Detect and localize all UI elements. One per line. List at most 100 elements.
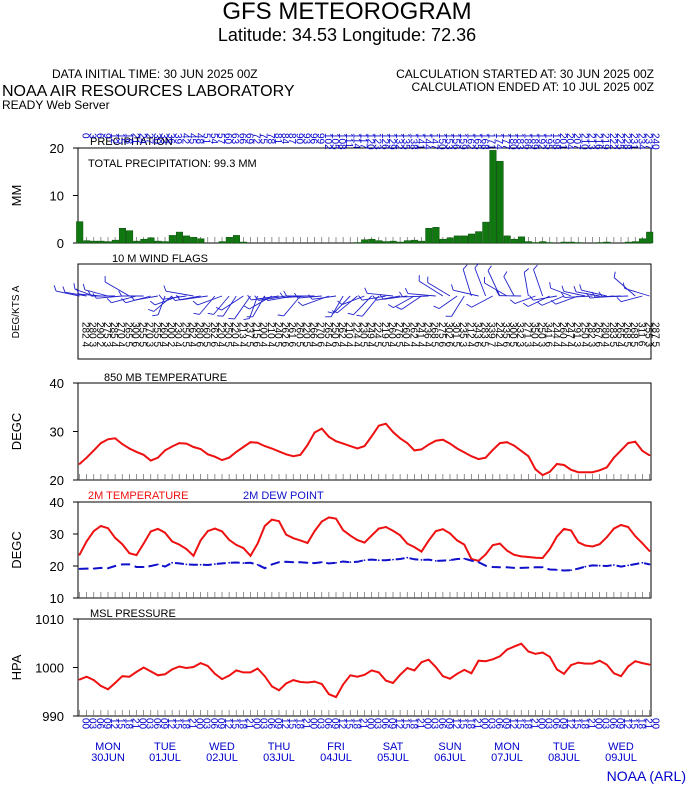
wind-value-label: 260 5 [293,322,304,347]
hour-label: 06 [151,718,162,730]
mslp-line-point [620,675,622,678]
mslp-line-point [114,682,117,684]
lab-name: NOAA AIR RESOURCES LABORATORY [2,83,295,100]
wind-value-label: 230 5 [357,322,368,347]
hour-label: 09 [101,718,112,730]
wind-barb [283,290,288,297]
wind-barb [192,300,198,306]
day-date-label: 09JUL [605,752,637,764]
forecast-hour-label: 216 [593,133,604,150]
precip-bar [567,241,575,244]
hour-label: 09 [614,718,625,730]
wind-value-label: 341 6 [543,322,554,347]
t2m-line-point [491,544,494,547]
wind-flag [401,295,422,310]
wind-barb [379,294,384,300]
dewpoint-line-point [420,559,423,561]
t2m-line-point [377,527,380,530]
dewpoint-legend: 2M DEW POINT [243,490,324,502]
t2m-line-point [114,536,117,539]
t2m-line-point [413,546,416,549]
wind-flag [258,295,287,301]
forecast-hour-label: 240 [650,133,661,150]
wind-value-label: 267 6 [593,322,604,347]
wind-value-label: 282 4 [80,322,91,347]
hour-label: 09 [272,718,283,730]
forecast-hour-label: 111 [343,133,354,149]
dewpoint-line-point [270,563,273,566]
t2m-line-point [306,542,309,544]
wind-barb [175,294,181,301]
t850-line-point [634,440,637,443]
hour-label: 09 [386,718,397,730]
wind-flag [621,295,643,303]
chart-subtitle: Latitude: 34.53 Longitude: 72.36 [217,25,477,45]
forecast-hour-label: 129 [386,133,397,150]
wind-flag [337,295,358,314]
wind-flag [541,295,565,306]
dewpoint-line-point [598,564,601,567]
t850-line-point [228,456,231,459]
t850-line-point [192,446,195,448]
wind-barb [598,291,603,298]
precip-bar [624,241,632,244]
t2m-line-point [320,520,323,523]
t2m-line-point [399,534,402,537]
wind-barb [152,314,159,317]
wind-flag [162,295,187,300]
mslp-line-point [320,683,323,685]
forecast-hour-label: 105 [329,133,340,150]
hour-label: 15 [286,718,297,730]
t850-line-point [121,443,124,446]
dewpoint-line-point [520,567,523,569]
forecast-hour-label: 168 [479,133,490,150]
wind-flag [104,281,130,297]
forecast-hour-label: 132 [393,133,404,150]
dewpoint-line-point [213,563,216,565]
t850-line-point [477,458,480,461]
wind-value-label: 215 6 [251,322,262,347]
hour-label: 06 [322,718,333,730]
mslp-line-point [342,683,345,686]
wind-barb [550,300,556,305]
wind-flag [96,295,123,299]
dewpoint-line-point [306,561,309,564]
t850-line-point [206,453,209,456]
t850-line-point [128,447,131,450]
t2m-line-point [498,542,501,545]
hour-label: 18 [179,718,190,730]
y-axis-label: MM [9,185,24,207]
wind-value-label: 262 6 [208,322,219,347]
mslp-line-point [128,675,131,678]
wind-value-label: 200 2 [165,322,176,347]
forecast-hour-label: 150 [436,133,447,150]
forecast-hour-label: 33 [158,133,169,145]
precip-bar [118,228,126,244]
precip-bar [197,238,205,244]
t850-line-point [270,447,273,450]
forecast-hour-label: 204 [564,133,575,150]
wind-value-label: 210 4 [265,322,276,347]
forecast-hour-label: 87 [286,133,297,145]
mslp-line-point [392,682,394,684]
wind-barb [622,282,626,289]
t2m-legend: 2M TEMPERATURE [88,490,188,502]
precip-total: TOTAL PRECIPITATION: 99.3 MM [88,158,257,170]
t850-line-point [506,441,508,444]
t2m-line-point [135,554,138,557]
dewpoint-line-point [221,562,223,565]
forecast-hour-label: 186 [521,133,532,150]
forecast-hour-label: 42 [179,133,190,145]
wind-value-label: 220 5 [300,322,311,347]
dewpoint-line-point [441,559,444,562]
hour-label: 03 [372,718,383,730]
wind-flag [179,295,208,301]
y-tick-label: 30 [50,527,64,542]
wind-value-label: 260 4 [386,322,397,347]
t850-line-point [363,445,366,447]
forecast-hour-label: 165 [471,133,482,150]
hour-label: 03 [486,718,497,730]
mslp-line-point [584,662,587,665]
mslp-line-point [634,660,637,663]
mslp-line-point [285,682,288,685]
